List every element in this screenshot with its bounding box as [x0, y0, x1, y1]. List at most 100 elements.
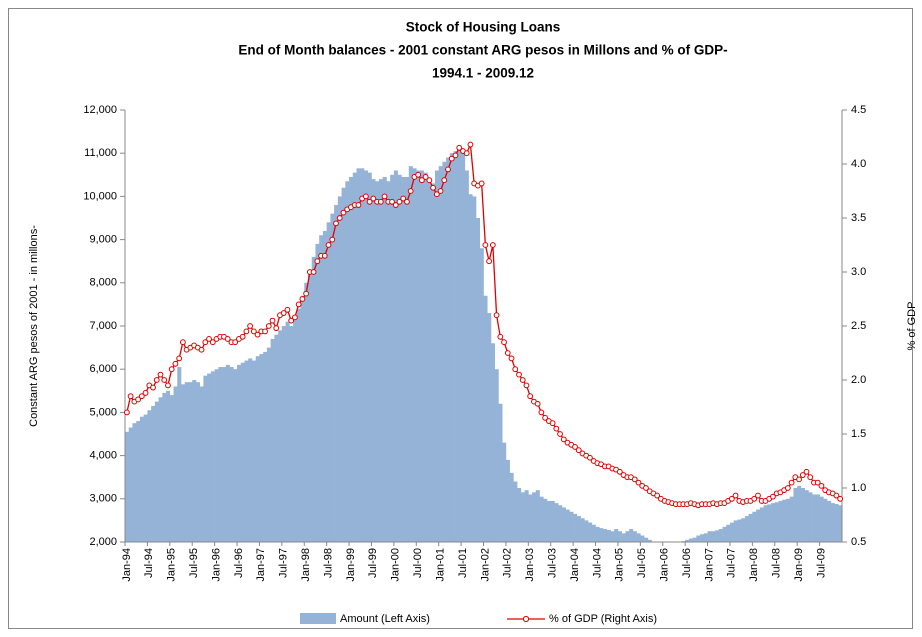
bar [483, 295, 488, 542]
legend-label: Amount (Left Axis) [340, 613, 430, 625]
bar [554, 503, 559, 542]
bar [569, 511, 574, 542]
line-marker [224, 336, 231, 342]
bar [800, 488, 805, 542]
line-marker [587, 454, 593, 461]
line-marker [508, 355, 515, 362]
bar [166, 390, 171, 542]
bar [543, 498, 548, 542]
bar [438, 166, 443, 542]
bar [457, 148, 462, 542]
x-tick-label: Jan-01 [434, 548, 446, 582]
line-marker [448, 155, 455, 162]
line-marker [482, 242, 489, 248]
bar [162, 392, 167, 542]
line-marker [631, 476, 638, 483]
y-tick-label: 5,000 [89, 406, 117, 418]
bar [490, 343, 496, 542]
bar [763, 505, 768, 542]
bar [274, 334, 279, 542]
line-marker [284, 306, 291, 313]
bar [128, 427, 133, 542]
bar [744, 516, 749, 542]
bar [240, 362, 245, 542]
line-marker [336, 215, 343, 221]
bar [688, 538, 693, 542]
line-marker [497, 333, 504, 340]
bar [707, 531, 712, 542]
bar [289, 326, 294, 542]
line-marker [333, 220, 339, 227]
line-marker [542, 414, 549, 421]
bar [827, 500, 832, 542]
x-tick-label: Jul-01 [457, 548, 469, 578]
bar [233, 369, 238, 542]
line-marker [150, 384, 156, 391]
bar [685, 539, 690, 542]
bar [169, 395, 174, 542]
bar [468, 194, 473, 542]
x-tick-label: Jul-08 [771, 548, 783, 578]
bar [509, 472, 514, 542]
bar [442, 161, 447, 542]
line-marker [404, 198, 410, 205]
bar [136, 421, 141, 542]
y2-tick-label: 4.0 [851, 158, 866, 170]
bar [771, 503, 776, 542]
line-marker [516, 371, 522, 378]
line-marker [340, 209, 347, 216]
bar [636, 533, 641, 542]
line-marker [314, 258, 321, 265]
line-marker [165, 382, 171, 389]
bar [812, 494, 817, 542]
bar [565, 509, 570, 542]
x-tick-label: Jul-02 [502, 548, 514, 578]
bar [715, 530, 720, 542]
bar [278, 330, 283, 542]
line-marker [280, 310, 287, 316]
line-marker [265, 323, 272, 329]
bar [546, 500, 552, 542]
line-marker [254, 331, 261, 338]
line-marker [142, 390, 149, 396]
x-tick-label: Jul-94 [143, 548, 155, 578]
line-marker [303, 290, 310, 297]
line-marker [770, 493, 776, 500]
line-marker [168, 366, 175, 373]
bar [304, 282, 309, 542]
bar [427, 179, 432, 542]
bar [356, 168, 361, 542]
bar [711, 531, 716, 542]
line-marker [635, 479, 642, 486]
bar [558, 505, 563, 542]
bar [296, 308, 301, 542]
bar [729, 522, 735, 542]
bar [644, 537, 649, 542]
bar [778, 500, 783, 542]
line-marker [445, 166, 451, 173]
x-tick-label: Jul-09 [815, 548, 827, 578]
bar [218, 367, 223, 542]
bar [696, 535, 701, 542]
line-marker [478, 180, 485, 187]
y2-tick-label: 3.5 [851, 212, 866, 224]
line-marker [400, 195, 407, 202]
line-marker [751, 495, 758, 502]
bar [815, 494, 820, 542]
bar [326, 222, 331, 542]
bar [222, 367, 227, 542]
bar [573, 513, 578, 542]
line-marker [172, 360, 179, 367]
y2-tick-label: 0.5 [851, 536, 866, 548]
bar [449, 153, 454, 542]
bar [535, 490, 540, 542]
x-tick-label: Jul-05 [636, 548, 648, 578]
line-marker [325, 242, 332, 248]
line-marker [489, 242, 496, 248]
bar [390, 174, 395, 542]
bar [210, 371, 215, 542]
line-marker [437, 188, 444, 194]
bar [281, 326, 286, 542]
bar [266, 347, 271, 542]
